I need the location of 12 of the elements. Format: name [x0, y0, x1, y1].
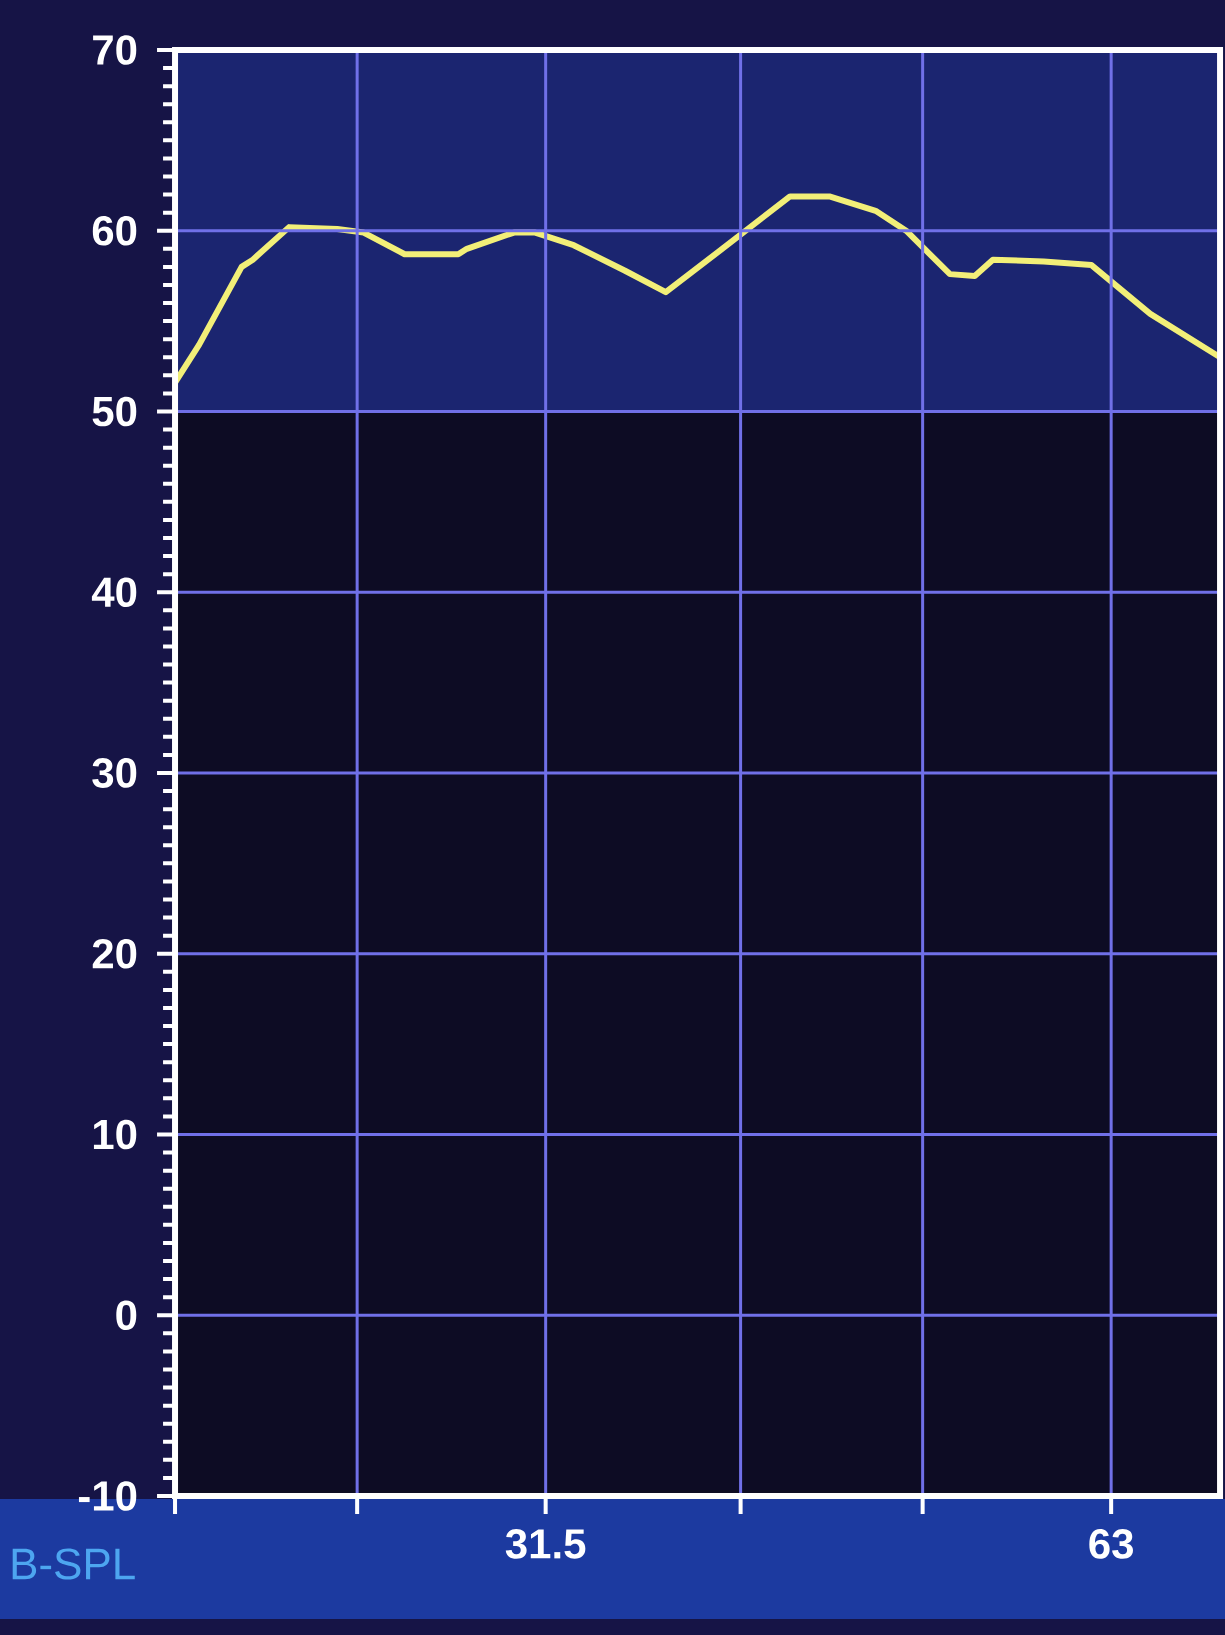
x-tick-label: 63 [1089, 1529, 1133, 1559]
x-tick-label: 31.5 [505, 1529, 586, 1559]
y-tick-label: 50 [92, 396, 137, 427]
y-tick-label: 30 [92, 758, 137, 788]
y-tick-label: 60 [92, 215, 137, 246]
y-tick-label: -10 [78, 1481, 137, 1511]
y-tick-label: 10 [93, 1119, 137, 1150]
y-tick-label: 40 [91, 577, 137, 608]
y-tick-label: 20 [92, 938, 137, 969]
y-tick-label: 70 [93, 35, 137, 65]
y-tick-label: 0 [116, 1300, 137, 1331]
x-axis-title: B-SPL [12, 1548, 135, 1580]
